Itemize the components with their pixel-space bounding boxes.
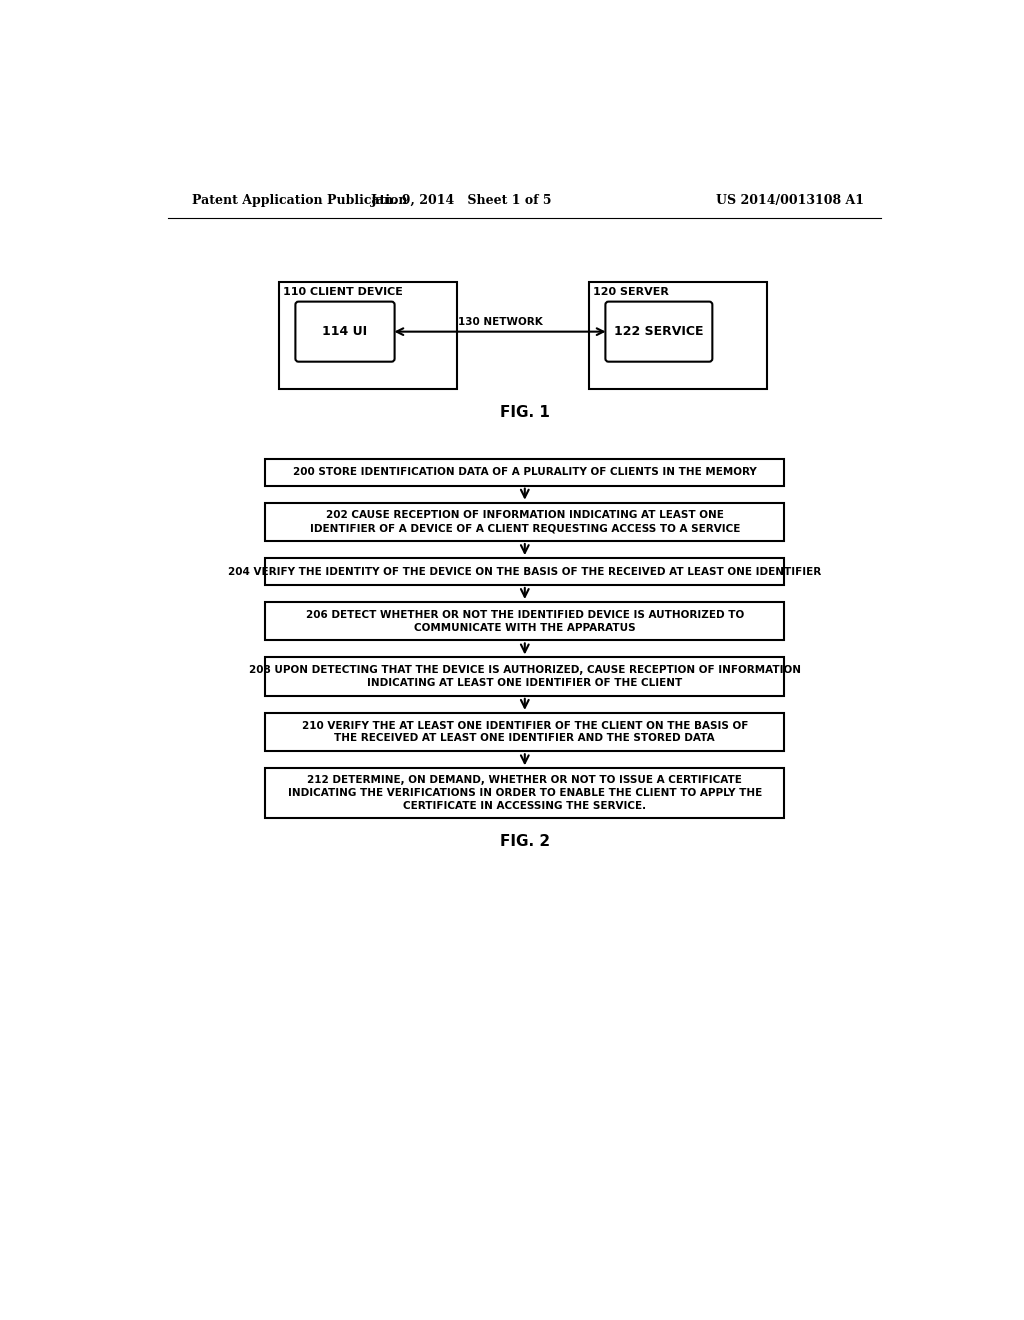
FancyBboxPatch shape <box>265 602 784 640</box>
Text: 114 UI: 114 UI <box>323 325 368 338</box>
FancyBboxPatch shape <box>605 302 713 362</box>
Text: 200 STORE IDENTIFICATION DATA OF A PLURALITY OF CLIENTS IN THE MEMORY: 200 STORE IDENTIFICATION DATA OF A PLURA… <box>293 467 757 477</box>
FancyBboxPatch shape <box>265 503 784 541</box>
FancyBboxPatch shape <box>295 302 394 362</box>
Text: 130 NETWORK: 130 NETWORK <box>458 317 543 327</box>
FancyBboxPatch shape <box>280 281 458 389</box>
Text: US 2014/0013108 A1: US 2014/0013108 A1 <box>716 194 864 207</box>
Text: 212 DETERMINE, ON DEMAND, WHETHER OR NOT TO ISSUE A CERTIFICATE
INDICATING THE V: 212 DETERMINE, ON DEMAND, WHETHER OR NOT… <box>288 775 762 810</box>
Text: FIG. 1: FIG. 1 <box>500 405 550 420</box>
Text: 120 SERVER: 120 SERVER <box>593 286 669 297</box>
Text: 202 CAUSE RECEPTION OF INFORMATION INDICATING AT LEAST ONE
IDENTIFIER OF A DEVIC: 202 CAUSE RECEPTION OF INFORMATION INDIC… <box>309 511 740 533</box>
Text: Jan. 9, 2014   Sheet 1 of 5: Jan. 9, 2014 Sheet 1 of 5 <box>371 194 552 207</box>
Text: 204 VERIFY THE IDENTITY OF THE DEVICE ON THE BASIS OF THE RECEIVED AT LEAST ONE : 204 VERIFY THE IDENTITY OF THE DEVICE ON… <box>228 566 821 577</box>
FancyBboxPatch shape <box>265 657 784 696</box>
Text: 206 DETECT WHETHER OR NOT THE IDENTIFIED DEVICE IS AUTHORIZED TO
COMMUNICATE WIT: 206 DETECT WHETHER OR NOT THE IDENTIFIED… <box>306 610 743 632</box>
FancyBboxPatch shape <box>265 459 784 486</box>
Text: 208 UPON DETECTING THAT THE DEVICE IS AUTHORIZED, CAUSE RECEPTION OF INFORMATION: 208 UPON DETECTING THAT THE DEVICE IS AU… <box>249 665 801 688</box>
Text: Patent Application Publication: Patent Application Publication <box>191 194 408 207</box>
Text: FIG. 2: FIG. 2 <box>500 834 550 849</box>
FancyBboxPatch shape <box>265 558 784 585</box>
FancyBboxPatch shape <box>265 768 784 818</box>
FancyBboxPatch shape <box>589 281 767 389</box>
Text: 110 CLIENT DEVICE: 110 CLIENT DEVICE <box>283 286 402 297</box>
FancyBboxPatch shape <box>265 713 784 751</box>
Text: 122 SERVICE: 122 SERVICE <box>614 325 703 338</box>
Text: 210 VERIFY THE AT LEAST ONE IDENTIFIER OF THE CLIENT ON THE BASIS OF
THE RECEIVE: 210 VERIFY THE AT LEAST ONE IDENTIFIER O… <box>302 721 748 743</box>
